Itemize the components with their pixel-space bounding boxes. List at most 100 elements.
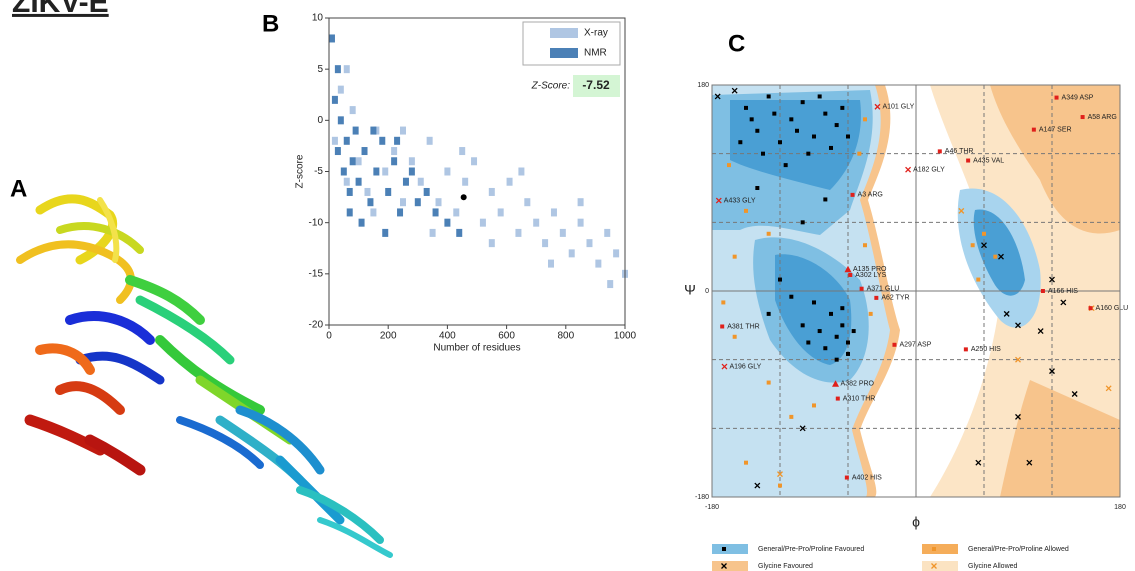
data-point <box>766 311 771 316</box>
data-point <box>379 136 386 145</box>
y-tick-label: 5 <box>317 64 323 75</box>
data-point <box>515 228 522 237</box>
x-tick-label: -180 <box>705 504 719 511</box>
data-point <box>1054 95 1059 100</box>
data-point <box>806 340 811 345</box>
data-point <box>982 231 986 236</box>
x-tick-label: 0 <box>326 331 332 342</box>
data-point <box>364 187 371 196</box>
outlier-label: A196 GLY <box>729 363 761 370</box>
data-point <box>848 272 853 277</box>
outlier-label: A101 GLY <box>882 104 914 111</box>
data-point <box>456 228 463 237</box>
data-point <box>789 294 794 299</box>
data-point <box>426 136 433 145</box>
outlier-label: A62 TYR <box>881 295 909 302</box>
outlier-label: A371 GLU <box>867 286 900 293</box>
y-tick-label: 0 <box>705 288 709 295</box>
data-point <box>355 157 362 166</box>
data-point <box>542 239 549 248</box>
data-point <box>721 300 726 305</box>
legend-swatch <box>712 544 748 554</box>
x-tick-label: 400 <box>439 331 456 342</box>
data-point <box>829 145 833 150</box>
data-point <box>1049 276 1055 283</box>
data-point <box>840 306 845 311</box>
data-point <box>328 34 335 43</box>
data-point <box>772 111 777 116</box>
y-tick-label: 180 <box>697 82 709 89</box>
legend-label: Glycine Favoured <box>758 563 813 570</box>
y-tick-label: -15 <box>309 268 324 279</box>
panel-label: C <box>728 30 745 57</box>
data-point <box>840 323 845 328</box>
data-point <box>874 103 881 110</box>
data-point <box>586 239 593 248</box>
data-point <box>568 249 575 258</box>
data-point <box>834 334 839 339</box>
x-axis-label: ϕ <box>912 514 920 530</box>
data-point <box>488 187 495 196</box>
data-point <box>874 295 879 300</box>
outlier-label: A381 THR <box>727 323 760 330</box>
data-point <box>340 167 347 176</box>
outlier-label: A135 PRO <box>853 266 887 273</box>
data-point <box>851 329 856 334</box>
zscore-box <box>573 75 620 97</box>
data-point <box>397 208 404 217</box>
legend-swatch <box>712 561 748 571</box>
data-point <box>905 166 912 173</box>
plot-border <box>711 84 1121 498</box>
data-point <box>408 157 415 166</box>
data-point <box>799 425 806 432</box>
zscore-value: -7.52 <box>582 78 610 92</box>
data-point <box>462 177 469 186</box>
outlier-label: A46 THR <box>945 148 974 155</box>
protein-structure <box>16 194 393 558</box>
data-point <box>1003 310 1010 317</box>
data-point <box>1040 289 1045 293</box>
data-point <box>754 482 761 489</box>
outlier-label: A3 ARG <box>858 192 883 199</box>
data-point <box>367 198 374 207</box>
data-point <box>370 126 377 135</box>
outlier-label: A402 HIS <box>852 474 882 481</box>
data-point <box>840 105 845 110</box>
y-tick-label: -180 <box>695 494 709 501</box>
data-point <box>391 157 398 166</box>
data-point <box>731 87 738 94</box>
outlier-label: A433 GLY <box>724 197 756 204</box>
data-point <box>382 167 389 176</box>
data-point <box>783 163 788 168</box>
data-point <box>394 136 401 145</box>
data-point <box>577 198 584 207</box>
data-point <box>1088 306 1093 311</box>
data-point <box>778 277 782 282</box>
data-point <box>766 380 771 385</box>
outlier-label: A160 GLU <box>1096 305 1129 312</box>
data-point <box>850 192 855 197</box>
data-point <box>453 208 460 217</box>
data-point <box>800 323 805 328</box>
data-point <box>766 231 771 236</box>
data-point <box>346 208 353 217</box>
y-axis-label: Z-score <box>295 154 306 188</box>
data-point <box>471 157 478 166</box>
data-point <box>963 347 968 352</box>
data-point <box>370 208 377 217</box>
data-point <box>958 207 965 214</box>
figure-title: ZIKV-E <box>12 0 109 19</box>
legend-swatch <box>550 28 578 38</box>
data-point <box>844 265 852 273</box>
outlier-label: A182 GLY <box>913 167 945 174</box>
data-point <box>832 380 840 387</box>
legend-swatch <box>922 561 958 571</box>
data-point <box>715 197 722 204</box>
outlier-label: A302 LYS <box>855 272 886 279</box>
x-tick-label: 1000 <box>614 331 637 342</box>
data-point <box>613 249 620 258</box>
data-point <box>975 459 982 466</box>
data-point <box>444 218 451 227</box>
data-point <box>800 100 805 105</box>
data-point <box>846 340 850 345</box>
